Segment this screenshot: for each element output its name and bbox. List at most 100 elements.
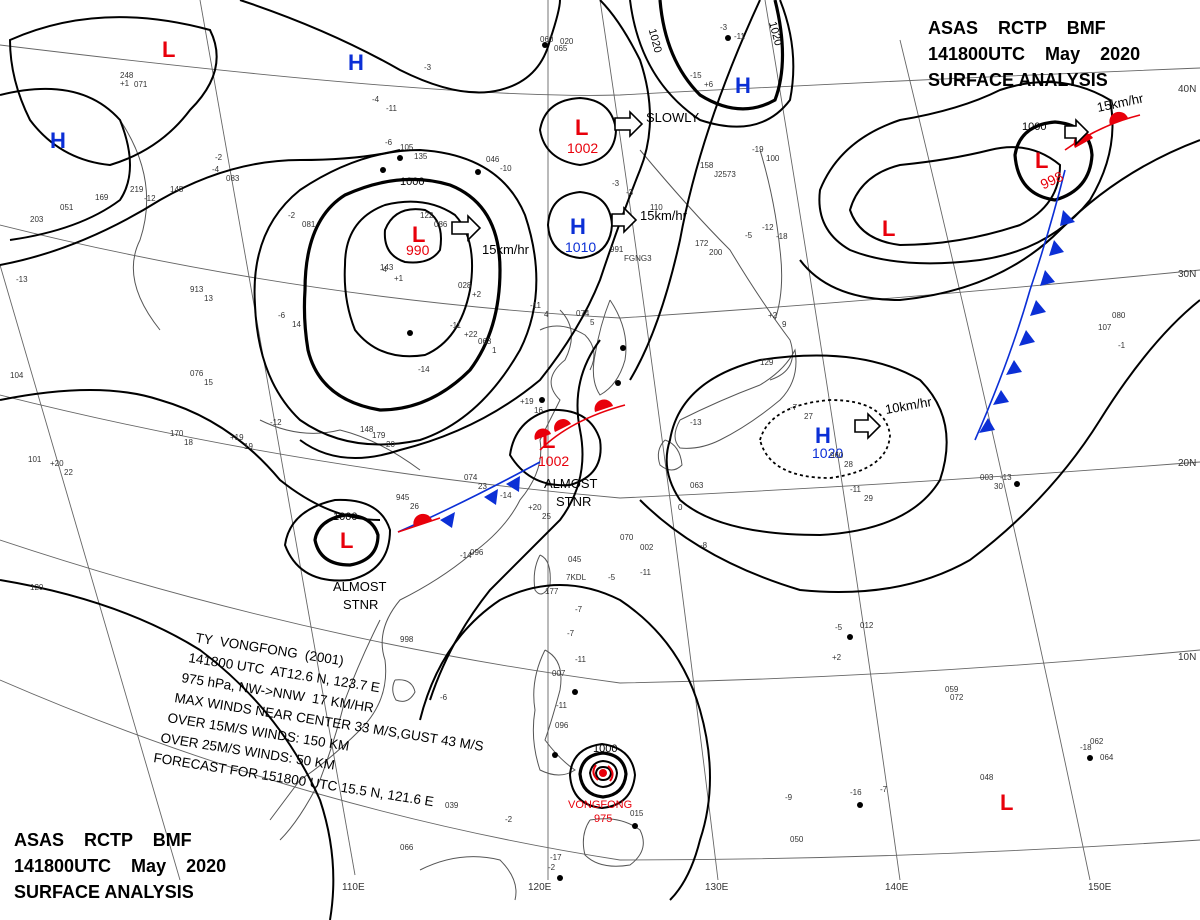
station-label: +2	[768, 311, 778, 320]
almost-stnr-2-line-1: ALMOST	[333, 579, 387, 594]
almost-stnr-1-line-1: ALMOST	[544, 476, 598, 491]
low-mongolia-pressure: 990	[406, 242, 430, 258]
station-label: +2	[472, 290, 482, 299]
station-label: 015	[630, 809, 644, 818]
station-label: -12	[144, 194, 156, 203]
station-label: -10	[500, 164, 512, 173]
station-label: 046	[486, 155, 500, 164]
station-label: 9	[782, 320, 787, 329]
station-label: 248	[120, 71, 134, 80]
lon-label-150e: 150E	[1088, 882, 1112, 893]
station-label: 070	[620, 533, 634, 542]
arrow-yellow-sea-low	[614, 110, 644, 138]
arrow-northeast-low	[1064, 118, 1090, 146]
lon-line-100e	[0, 264, 181, 881]
station-dot	[539, 397, 545, 403]
station-label: +2	[832, 653, 842, 662]
front-cold-symbol-9	[1019, 330, 1035, 346]
front-cold-symbol-7	[1040, 270, 1055, 286]
isobar-pacific-dotted	[759, 399, 891, 479]
front-cold-northeast	[974, 169, 1066, 441]
arrow-mongolia-low	[451, 214, 482, 242]
isobar-typhoon-2	[588, 759, 619, 789]
taiwan-coast	[533, 554, 551, 595]
station-dot	[407, 330, 413, 336]
lat-line-30n	[0, 224, 1200, 319]
station-label: 100	[766, 154, 780, 163]
low-mongolia-letter: L	[412, 222, 425, 247]
station-dot	[397, 155, 403, 161]
station-label: 051	[60, 203, 74, 212]
station-label: 096	[470, 548, 484, 557]
station-label: FGNG3	[624, 254, 652, 263]
station-label: 135	[414, 152, 428, 161]
isobar-south-china-low	[283, 498, 392, 582]
station-label: 22	[64, 468, 73, 477]
station-label: 960	[830, 451, 844, 460]
station-label: 5	[590, 318, 595, 327]
lat-line-0n	[0, 679, 1200, 861]
front-cold-symbol-12	[979, 418, 995, 433]
station-dot	[1087, 755, 1093, 761]
isobar-taiwan-low	[508, 408, 602, 487]
station-label: -17	[550, 853, 562, 862]
station-label: 172	[695, 239, 709, 248]
station-label: -11	[556, 701, 568, 710]
luzon-coast	[532, 649, 576, 776]
lat-label-10n: 10N	[1178, 652, 1196, 663]
typhoon-bulletin: TY VONGFONG (2001) 141800 UTC AT12.6 N, …	[153, 630, 485, 809]
station-dot	[380, 167, 386, 173]
station-label: 104	[10, 371, 24, 380]
vietnam-coast	[279, 619, 381, 841]
front-cold-symbol-11	[993, 390, 1009, 405]
isobar-north-high	[239, 0, 561, 94]
station-label: 158	[700, 161, 714, 170]
arrow-ecs-high	[611, 206, 638, 234]
movement-label-mongolia: 15km/hr	[482, 242, 530, 257]
isobar-south-long	[0, 579, 335, 920]
station-label: 048	[980, 773, 994, 782]
isobar-northeast-1000	[1013, 120, 1094, 202]
isobar-label-1020-left: 1020	[646, 27, 664, 54]
station-label: 076	[190, 369, 204, 378]
station-label: -15	[690, 71, 702, 80]
station-markers	[380, 35, 1093, 881]
station-dot	[475, 169, 481, 175]
isobar-taiwan-outer	[429, 339, 601, 701]
typhoon-arm-1	[592, 764, 599, 781]
station-label: -2	[548, 863, 556, 872]
station-label: -12	[762, 223, 774, 232]
station-label: -9	[785, 793, 793, 802]
high-pacific-letter: H	[815, 423, 831, 448]
isobar-east-far	[799, 139, 1200, 302]
front-cold-symbol-10	[1006, 360, 1022, 375]
almost-stnr-1-line-2: STNR	[556, 494, 591, 509]
front-taiwan-warm	[539, 404, 626, 451]
station-label: -6	[385, 138, 393, 147]
isobar-pacific-outer	[639, 299, 1200, 593]
station-label: 143	[380, 263, 394, 272]
high-sea-of-japan-letter: H	[735, 73, 751, 98]
station-dot	[1014, 481, 1020, 487]
station-label: -5	[835, 623, 843, 632]
lon-line-140e	[764, 0, 901, 881]
station-label: +20	[50, 459, 64, 468]
station-label: 179	[372, 431, 386, 440]
front-warm-symbol-2	[594, 399, 613, 412]
low-southeast-letter: L	[1000, 790, 1013, 815]
header-bottom-line-2: 141800UTC May 2020	[14, 856, 226, 876]
station-label: 219	[130, 185, 144, 194]
station-dot	[615, 380, 621, 386]
station-label: +6	[704, 80, 714, 89]
station-label: 991	[610, 245, 624, 254]
isobar-label-typhoon-1000: 1000	[593, 743, 617, 755]
station-label: -3	[626, 188, 634, 197]
station-label: +1	[120, 79, 130, 88]
station-label: 120	[30, 583, 44, 592]
front-cold-symbol-8	[1030, 300, 1046, 316]
front-cold-south	[397, 461, 541, 533]
header-bottom-line-1: ASAS RCTP BMF	[14, 830, 192, 850]
movement-label-ecs: 15km/hr	[640, 208, 688, 223]
station-label: -4	[372, 95, 380, 104]
